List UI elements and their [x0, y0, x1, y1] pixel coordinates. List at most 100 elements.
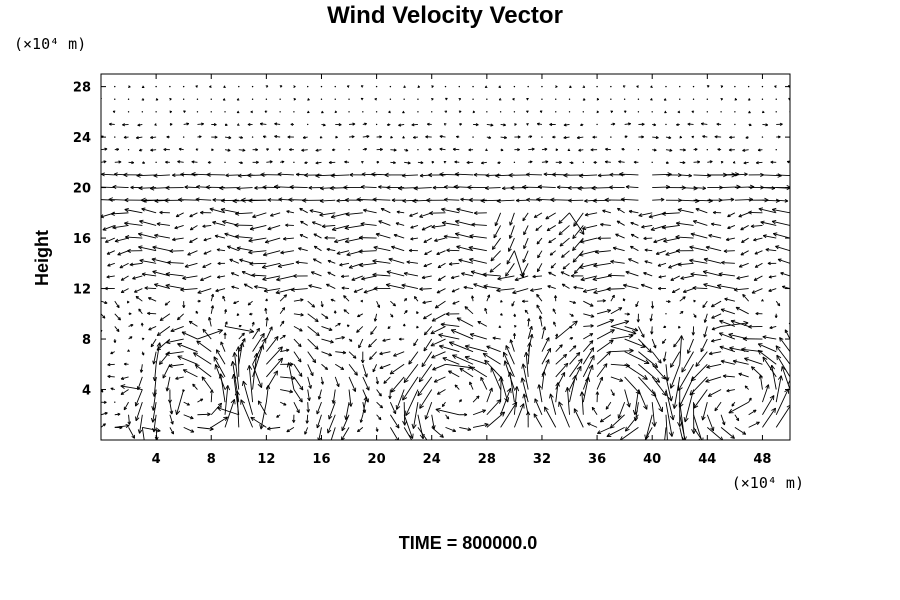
wind-vector [754, 250, 763, 255]
wind-vector [101, 400, 107, 404]
wind-vector [720, 160, 724, 164]
wind-vector [610, 376, 624, 382]
wind-vector [762, 186, 776, 191]
wind-vector [486, 399, 502, 416]
wind-vector [211, 135, 218, 139]
wind-vector [521, 363, 529, 390]
vector-field [101, 85, 790, 440]
wind-vector [313, 233, 322, 239]
wind-vector [293, 326, 303, 332]
wind-vector [360, 221, 377, 227]
wind-vector [113, 338, 117, 343]
wind-vector [169, 110, 172, 114]
wind-vector [556, 185, 570, 190]
wind-vector [776, 198, 789, 203]
wind-vector [112, 225, 129, 230]
wind-vector [486, 136, 492, 140]
wind-vector [720, 308, 736, 315]
wind-vector [567, 148, 571, 151]
wind-vector [129, 262, 143, 267]
wind-vector [467, 185, 487, 190]
wind-vector [114, 136, 116, 138]
wind-vector [650, 301, 655, 309]
wind-vector [363, 208, 377, 214]
wind-vector [469, 332, 487, 340]
wind-vector [499, 111, 502, 113]
wind-vector [417, 427, 428, 440]
wind-vector [196, 340, 212, 353]
wind-vector [492, 336, 501, 340]
y-tick-label: 24 [73, 131, 91, 146]
wind-vector [251, 136, 254, 138]
wind-vector [376, 414, 382, 421]
wind-vector [239, 258, 253, 264]
wind-vector [156, 222, 170, 227]
wind-vector [403, 310, 408, 315]
wind-vector [127, 414, 132, 425]
wind-vector [139, 364, 144, 373]
wind-vector [723, 249, 735, 253]
wind-vector [101, 186, 115, 189]
wind-vector [395, 389, 405, 410]
wind-vector [114, 326, 120, 333]
wind-vector [605, 401, 612, 410]
y-tick-label: 4 [82, 384, 91, 399]
wind-vector [334, 237, 350, 244]
wind-vector [211, 148, 214, 152]
wind-vector [534, 398, 543, 415]
wind-vector [330, 173, 350, 178]
wind-vector [452, 354, 474, 365]
wind-vector [661, 211, 680, 216]
wind-vector [445, 414, 450, 420]
wind-vector [358, 338, 364, 349]
wind-vector [319, 135, 323, 139]
wind-vector [734, 85, 736, 88]
wind-vector [777, 258, 790, 264]
wind-vector [520, 377, 529, 403]
wind-vector [123, 362, 129, 366]
wind-vector [619, 427, 639, 440]
wind-vector [317, 427, 322, 440]
x-tick-label: 8 [207, 452, 216, 467]
wind-vector [413, 186, 432, 191]
wind-vector [526, 172, 542, 177]
wind-vector [552, 135, 556, 139]
wind-vector [533, 413, 543, 428]
wind-vector [651, 338, 657, 349]
wind-vector [618, 160, 625, 164]
wind-vector [340, 427, 350, 440]
wind-vector [707, 427, 724, 440]
wind-vector [114, 300, 120, 309]
wind-vector [703, 282, 722, 289]
wind-vector [224, 148, 231, 152]
wind-vector [720, 414, 726, 426]
wind-vector [583, 313, 595, 318]
wind-vector [710, 338, 722, 343]
wind-vector [417, 85, 421, 88]
wind-vector [775, 149, 777, 151]
wind-vector [438, 333, 460, 340]
wind-vector [622, 85, 626, 88]
wind-vector [247, 122, 253, 126]
wind-vector [182, 98, 185, 100]
wind-vector [541, 371, 546, 390]
wind-vector [458, 258, 474, 264]
wind-vector [344, 160, 350, 164]
wind-vector [523, 237, 529, 250]
wind-vector [320, 98, 323, 100]
wind-vector [152, 364, 158, 382]
wind-vector [678, 335, 684, 365]
wind-vector [362, 122, 367, 126]
wind-vector [762, 395, 775, 415]
wind-vector [787, 379, 790, 403]
wind-vector [356, 326, 364, 333]
wind-vector [677, 208, 694, 214]
wind-vector [348, 98, 350, 100]
wind-vector [293, 376, 304, 391]
wind-vector [620, 197, 639, 202]
wind-vector [650, 85, 653, 88]
wind-vector [599, 414, 612, 423]
wind-vector [195, 310, 199, 314]
wind-vector [610, 122, 616, 126]
wind-vector [458, 399, 462, 403]
